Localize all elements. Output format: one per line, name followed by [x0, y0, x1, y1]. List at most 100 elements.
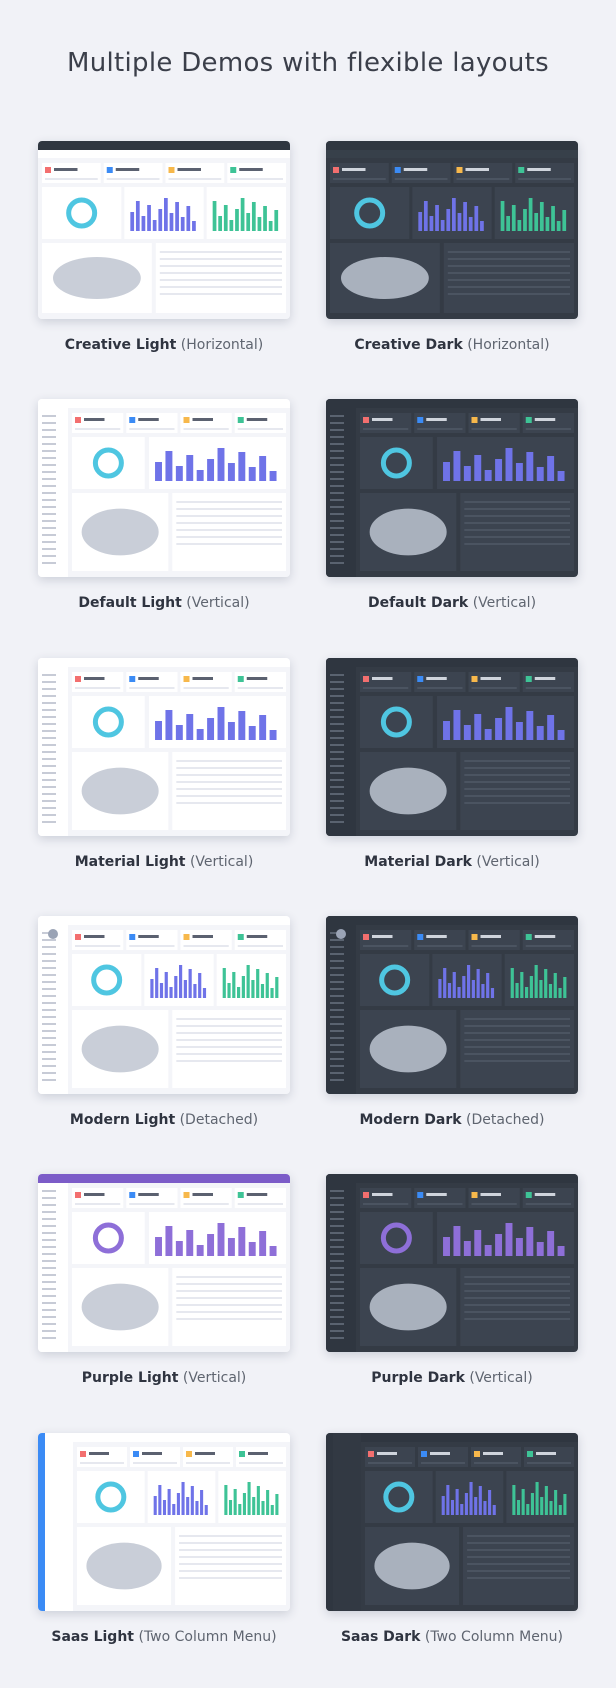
table-row — [464, 1290, 570, 1293]
chart-bar — [556, 221, 561, 231]
chart-bar — [217, 448, 225, 482]
menu-item — [42, 1218, 56, 1221]
chart-bar — [481, 983, 485, 998]
menu-item — [330, 422, 344, 425]
menu-item — [42, 555, 56, 558]
menu-item — [42, 952, 56, 955]
dashboard-preview — [38, 1432, 290, 1611]
menu-item — [42, 1071, 56, 1074]
menu-item — [42, 506, 56, 509]
menu-item — [330, 945, 344, 948]
chart-bar — [506, 216, 511, 231]
chart-bar — [251, 202, 256, 231]
stat-icon — [129, 417, 136, 424]
top-bar — [326, 399, 578, 409]
chart-bar — [562, 210, 567, 231]
chart-bar — [457, 213, 462, 231]
menu-item — [42, 1281, 56, 1284]
stat-icon — [525, 1192, 532, 1199]
stat-icon — [237, 417, 244, 424]
table-row — [179, 1541, 282, 1544]
chart-bar — [551, 206, 555, 231]
stat-bar — [183, 686, 229, 689]
stat-value — [372, 934, 393, 938]
world-map — [369, 767, 447, 814]
chart-bar — [181, 1481, 185, 1515]
chart-bar — [259, 1231, 267, 1257]
menu-item — [330, 687, 344, 690]
chart-panel — [77, 1470, 145, 1523]
chart-bar — [259, 456, 267, 482]
menu-item — [330, 729, 344, 732]
demo-caption: Creative Light (Horizontal) — [19, 337, 309, 353]
stat-icon — [75, 1192, 81, 1199]
demo-name: Saas Dark — [340, 1628, 421, 1645]
chart-bar — [505, 448, 513, 482]
menu-item — [330, 1043, 344, 1046]
demo-caption: Saas Dark (Two Column Menu) — [307, 1629, 597, 1645]
menu-bar — [38, 150, 290, 158]
table-row — [176, 1031, 282, 1034]
chart-bar — [549, 1500, 553, 1515]
menu-item — [330, 450, 344, 453]
chart-bar — [265, 972, 269, 998]
table-row — [176, 780, 282, 783]
menu-item — [42, 1316, 56, 1319]
stat-value — [480, 676, 501, 680]
demo-variant: (Vertical) — [476, 853, 540, 870]
chart-bar — [241, 975, 245, 998]
stat-icon — [106, 167, 113, 173]
demo-thumbnail — [326, 399, 578, 578]
table-row — [176, 1024, 282, 1027]
stat-bar — [183, 944, 229, 947]
chart-bar — [269, 471, 277, 482]
stat-icon — [471, 675, 478, 682]
stat-icon — [518, 167, 525, 173]
top-bar — [38, 915, 290, 925]
top-bar — [326, 1174, 578, 1184]
chart-panel — [360, 953, 430, 1006]
menu-item — [330, 1211, 344, 1214]
table-row — [179, 1555, 282, 1558]
menu-item — [330, 680, 344, 683]
menu-item — [330, 555, 344, 558]
table-row — [179, 1562, 282, 1565]
table-row — [464, 1024, 570, 1027]
stat-bar — [518, 178, 571, 180]
table-panel — [172, 1009, 286, 1088]
stat-icon — [133, 1450, 139, 1457]
stat-value — [142, 1451, 162, 1455]
chart-bar — [500, 201, 505, 231]
stat-bar — [525, 428, 571, 431]
chart-bar — [155, 1237, 162, 1257]
table-panel — [172, 751, 286, 830]
menu-item — [330, 715, 344, 718]
chart-bar — [483, 1500, 487, 1515]
menu-item — [330, 1323, 344, 1326]
chart-bar — [233, 1488, 237, 1515]
demo-caption: Default Dark (Vertical) — [307, 595, 597, 611]
donut — [380, 706, 412, 738]
chart-panel — [360, 1212, 433, 1265]
menu-item — [42, 527, 56, 530]
menu-item — [42, 973, 56, 976]
chart-bar — [198, 972, 202, 998]
demo-caption: Modern Light (Detached) — [19, 1112, 309, 1128]
table-row — [179, 1534, 282, 1537]
menu-item — [330, 1071, 344, 1074]
stat-bar — [230, 178, 283, 180]
stat-value — [480, 418, 501, 422]
chart-bar — [204, 1504, 208, 1515]
menu-item — [42, 1211, 56, 1214]
table-row — [179, 1569, 282, 1572]
chart-bar — [505, 1223, 513, 1257]
chart-bar — [536, 467, 544, 482]
menu-item — [330, 820, 344, 823]
world-map — [369, 1283, 447, 1331]
menu-item — [330, 562, 344, 565]
table-row — [464, 1059, 570, 1062]
chart-panel — [360, 695, 433, 748]
stat-bar — [129, 428, 175, 431]
stat-bar — [363, 944, 409, 947]
chart-bar — [186, 206, 191, 231]
